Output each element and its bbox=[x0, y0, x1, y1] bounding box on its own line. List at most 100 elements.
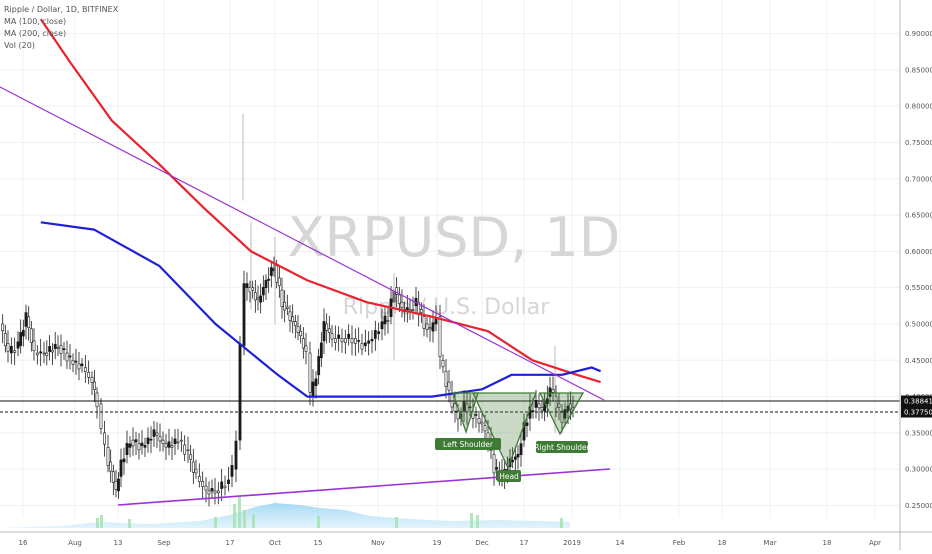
legend-ma100: MA (100, close) bbox=[4, 17, 66, 26]
x-tick-label-14: 18 bbox=[718, 539, 727, 547]
candle-body bbox=[191, 461, 195, 473]
ma100-line bbox=[39, 18, 601, 384]
ma200-line bbox=[40, 221, 602, 398]
price-tags: 0.38841 0.37750 bbox=[901, 395, 932, 418]
candle-body bbox=[474, 414, 478, 416]
candle-body bbox=[380, 321, 384, 330]
x-tick-label-13: Feb bbox=[673, 539, 686, 547]
candle-body bbox=[280, 289, 284, 307]
candle-body bbox=[50, 349, 54, 353]
y-tick-label-9: 0.70000 bbox=[905, 175, 932, 183]
x-tick-label-3: Sep bbox=[157, 539, 171, 547]
candle-body bbox=[161, 439, 165, 444]
candle-body bbox=[319, 342, 323, 359]
candle-body bbox=[56, 346, 60, 349]
candle-body bbox=[71, 359, 75, 365]
y-tick-label-2: 0.35000 bbox=[905, 429, 932, 437]
candle-body bbox=[95, 392, 99, 408]
grid bbox=[0, 0, 900, 518]
x-tick-label-5: Oct bbox=[269, 539, 281, 547]
candle-body bbox=[377, 331, 381, 334]
candle-body bbox=[213, 490, 217, 494]
candle-body bbox=[227, 479, 230, 485]
y-tick-label-6: 0.55000 bbox=[905, 284, 932, 292]
candle-body bbox=[65, 352, 69, 362]
candle-body bbox=[340, 338, 344, 343]
volume-spike-11 bbox=[476, 515, 479, 528]
candle-body bbox=[296, 326, 300, 333]
candle-body bbox=[194, 468, 198, 474]
pattern-label-right-shoulder-box bbox=[536, 441, 588, 453]
time-axis: 16 Aug 13 Sep 17 Oct 15 Nov 19 Dec 17 2019 14 Feb 18 Ma… bbox=[0, 531, 932, 547]
candle-body bbox=[291, 316, 295, 323]
candle-body bbox=[29, 328, 33, 343]
candle-body bbox=[173, 438, 177, 445]
candle-body bbox=[511, 460, 515, 463]
y-tick-label-10: 0.75000 bbox=[905, 139, 932, 147]
x-tick-label-0: 16 bbox=[19, 539, 28, 547]
y-tick-label-1: 0.30000 bbox=[905, 466, 932, 474]
pattern-right-shoulder bbox=[538, 392, 585, 436]
y-tick-label-13: 0.90000 bbox=[905, 30, 932, 38]
candle-body bbox=[234, 440, 238, 470]
candle-body bbox=[179, 439, 183, 442]
pattern-label-left-shoulder: Left Shoulder bbox=[443, 440, 494, 449]
pattern-label-right-shoulder: Right Shoulder bbox=[534, 443, 590, 452]
x-tick-label-12: 14 bbox=[616, 539, 625, 547]
candle-body bbox=[99, 403, 103, 429]
candle-body bbox=[343, 338, 347, 344]
candle-body bbox=[201, 480, 205, 487]
candle-body bbox=[117, 478, 120, 492]
volume-spike-1 bbox=[100, 515, 103, 528]
candle-body bbox=[308, 352, 312, 393]
candle-body bbox=[269, 267, 273, 276]
candle-body bbox=[140, 442, 144, 446]
candle-body bbox=[45, 352, 49, 356]
candle-body bbox=[48, 346, 52, 352]
candle-body bbox=[143, 445, 147, 448]
pattern-head bbox=[471, 392, 537, 470]
candle-body bbox=[264, 279, 268, 288]
candlestick-layer bbox=[1, 113, 575, 507]
candle-body bbox=[32, 340, 36, 352]
y-tick-label-4: 0.45000 bbox=[905, 357, 932, 365]
candle-body bbox=[419, 309, 423, 313]
candle-body bbox=[483, 425, 487, 432]
candle-body bbox=[395, 287, 399, 295]
candle-body bbox=[540, 407, 544, 411]
candle-body bbox=[158, 436, 162, 442]
candle-body bbox=[42, 352, 46, 355]
candle-body bbox=[534, 400, 538, 408]
volume-spike-2 bbox=[128, 519, 131, 528]
price-tag-upper: 0.38841 bbox=[904, 398, 932, 406]
candle-body bbox=[383, 315, 387, 325]
pattern-left-shoulder bbox=[452, 392, 479, 435]
candle-body bbox=[68, 355, 72, 358]
candle-body bbox=[155, 432, 159, 436]
x-tick-label-4: 17 bbox=[226, 539, 235, 547]
candle-body bbox=[19, 332, 23, 347]
candle-body bbox=[197, 476, 201, 482]
candle-body bbox=[87, 372, 91, 378]
candle-body bbox=[363, 342, 367, 347]
candle-body bbox=[444, 370, 448, 387]
descending-trendline bbox=[0, 86, 605, 401]
x-tick-label-7: Nov bbox=[371, 539, 385, 547]
candle-body bbox=[495, 467, 499, 470]
candle-body bbox=[425, 323, 429, 330]
candle-body bbox=[438, 316, 442, 357]
candle-body bbox=[220, 481, 224, 489]
candle-body bbox=[367, 340, 371, 344]
candle-body bbox=[428, 327, 432, 330]
candle-body bbox=[267, 278, 271, 281]
candle-body bbox=[477, 418, 481, 424]
candle-body bbox=[3, 333, 7, 347]
candle-body bbox=[259, 295, 263, 303]
candle-body bbox=[317, 356, 321, 376]
candle-body bbox=[468, 406, 472, 409]
candle-body bbox=[230, 465, 234, 477]
candle-body bbox=[327, 328, 331, 333]
legend-ma200: MA (200, close) bbox=[4, 29, 66, 38]
candle-body bbox=[238, 343, 242, 441]
